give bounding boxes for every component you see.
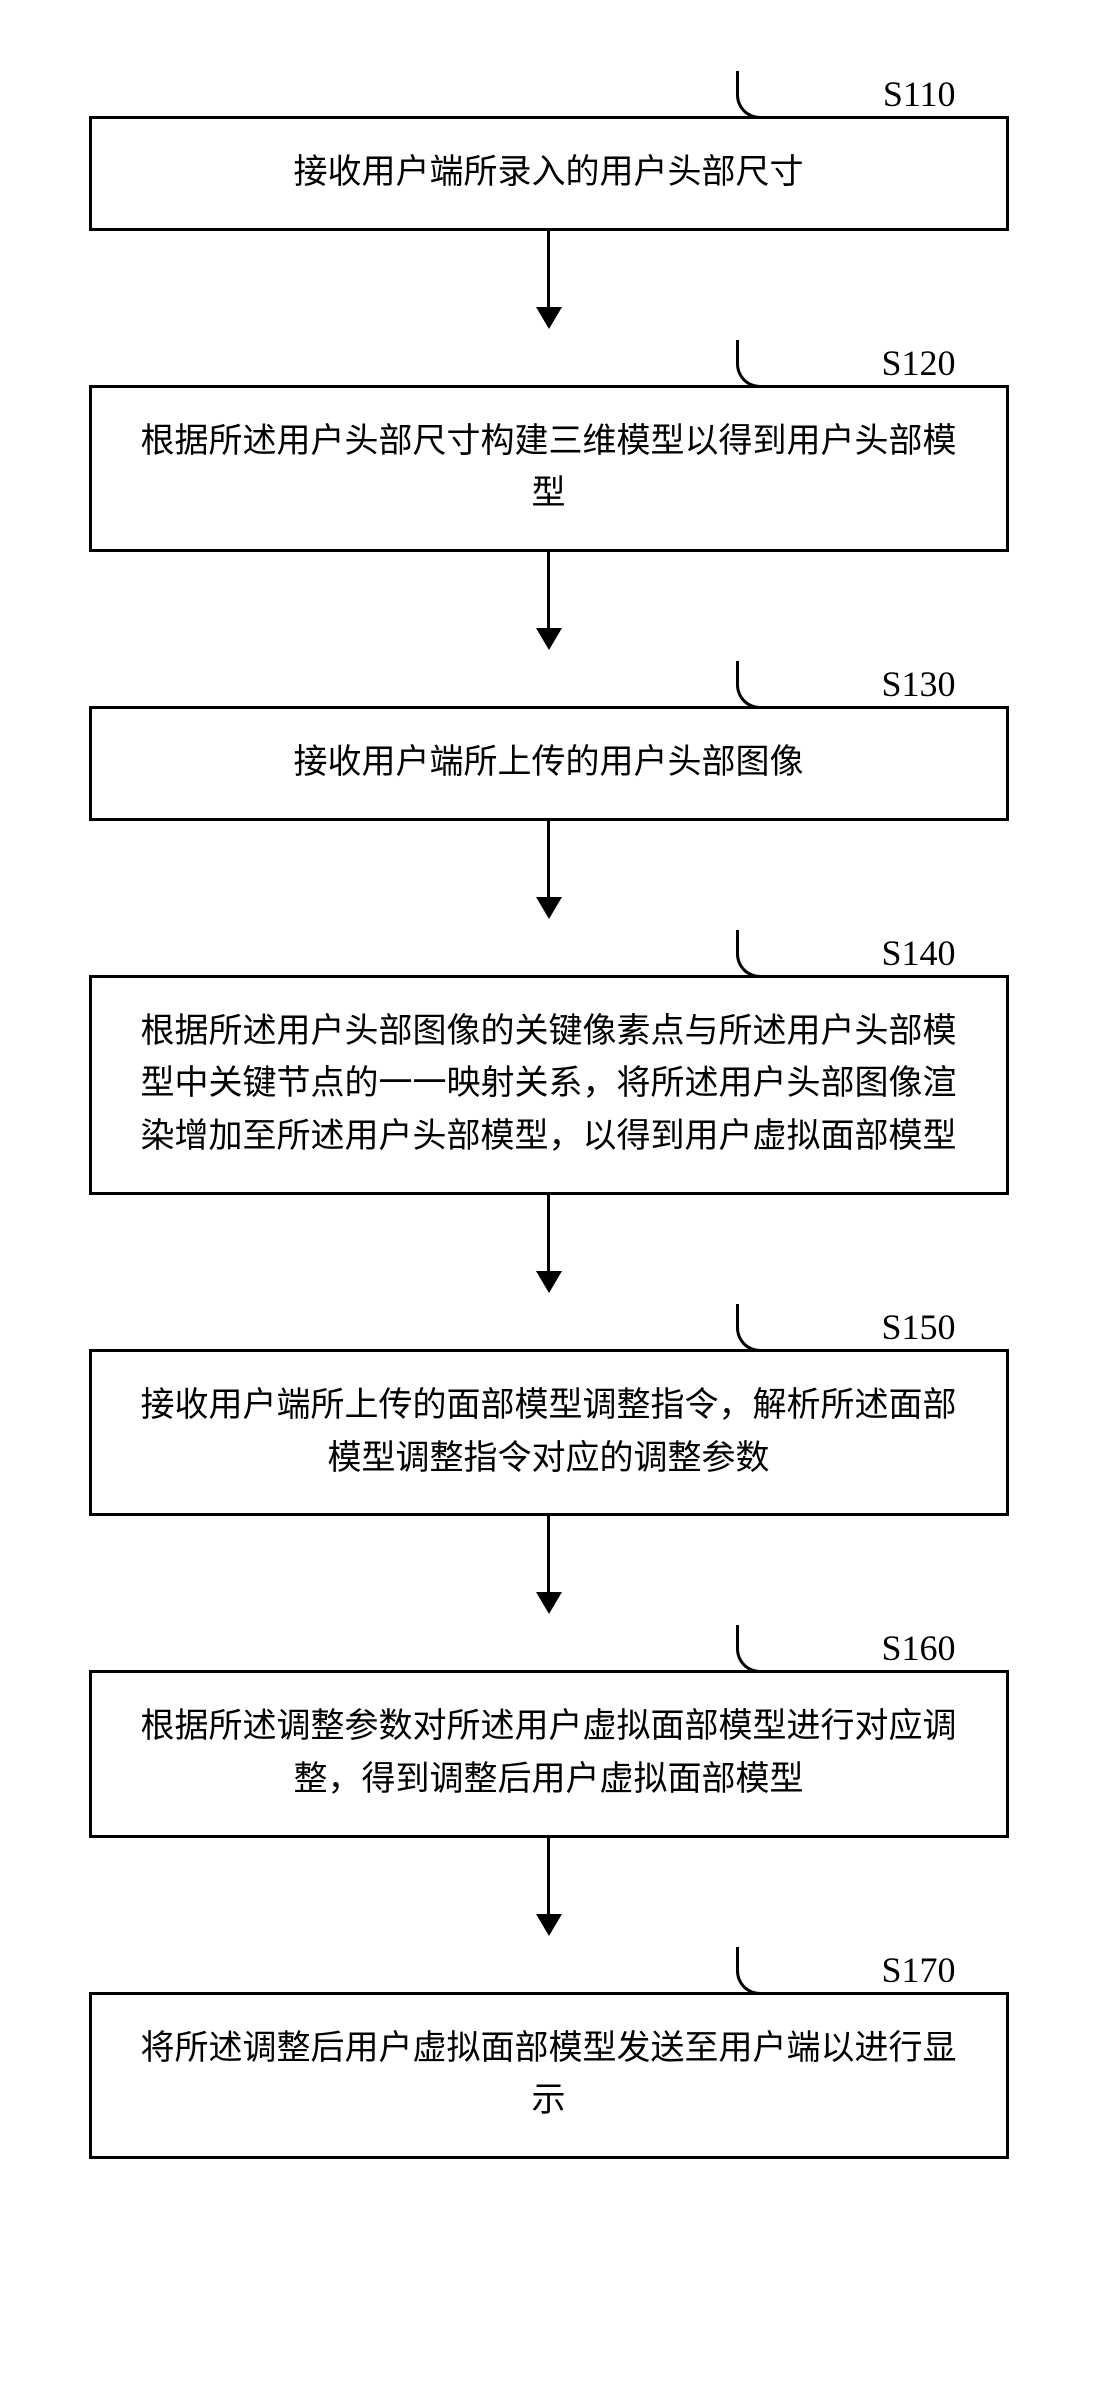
arrow-s140-s150 (536, 1195, 562, 1293)
step-wrapper-s160: S160 根据所述调整参数对所述用户虚拟面部模型进行对应调整，得到调整后用户虚拟… (40, 1614, 1057, 1837)
step-text-s170: 将所述调整后用户虚拟面部模型发送至用户端以进行显示 (141, 2030, 957, 2120)
step-text-s140: 根据所述用户头部图像的关键像素点与所述用户头部模型中关键节点的一一映射关系，将所… (141, 1013, 957, 1155)
arrow-s130-s140 (536, 821, 562, 919)
step-text-s110: 接收用户端所录入的用户头部尺寸 (294, 154, 804, 191)
step-wrapper-s140: S140 根据所述用户头部图像的关键像素点与所述用户头部模型中关键节点的一一映射… (40, 919, 1057, 1195)
step-wrapper-s170: S170 将所述调整后用户虚拟面部模型发送至用户端以进行显示 (40, 1936, 1057, 2159)
step-wrapper-s130: S130 接收用户端所上传的用户头部图像 (40, 650, 1057, 821)
step-box-s170: S170 将所述调整后用户虚拟面部模型发送至用户端以进行显示 (89, 1992, 1009, 2159)
connector-line (736, 71, 826, 119)
step-label-s110: S110 (883, 67, 956, 123)
step-box-s130: S130 接收用户端所上传的用户头部图像 (89, 706, 1009, 821)
connector-line (736, 1625, 826, 1673)
step-wrapper-s120: S120 根据所述用户头部尺寸构建三维模型以得到用户头部模型 (40, 329, 1057, 552)
step-label-s150: S150 (881, 1300, 955, 1356)
step-text-s120: 根据所述用户头部尺寸构建三维模型以得到用户头部模型 (141, 423, 957, 513)
step-label-s160: S160 (881, 1621, 955, 1677)
connector-line (736, 340, 826, 388)
arrow-s160-s170 (536, 1838, 562, 1936)
connector-line (736, 1304, 826, 1352)
step-text-s160: 根据所述调整参数对所述用户虚拟面部模型进行对应调整，得到调整后用户虚拟面部模型 (141, 1708, 957, 1798)
step-wrapper-s110: S110 接收用户端所录入的用户头部尺寸 (40, 60, 1057, 231)
step-label-s140: S140 (881, 926, 955, 982)
step-label-s130: S130 (881, 657, 955, 713)
step-box-s150: S150 接收用户端所上传的面部模型调整指令，解析所述面部模型调整指令对应的调整… (89, 1349, 1009, 1516)
flowchart-container: S110 接收用户端所录入的用户头部尺寸 S120 根据所述用户头部尺寸构建三维… (40, 60, 1057, 2159)
connector-line (736, 661, 826, 709)
step-box-s120: S120 根据所述用户头部尺寸构建三维模型以得到用户头部模型 (89, 385, 1009, 552)
step-text-s130: 接收用户端所上传的用户头部图像 (294, 744, 804, 781)
connector-line (736, 930, 826, 978)
step-wrapper-s150: S150 接收用户端所上传的面部模型调整指令，解析所述面部模型调整指令对应的调整… (40, 1293, 1057, 1516)
arrow-s150-s160 (536, 1516, 562, 1614)
arrow-s120-s130 (536, 552, 562, 650)
arrow-s110-s120 (536, 231, 562, 329)
step-label-s120: S120 (881, 336, 955, 392)
step-text-s150: 接收用户端所上传的面部模型调整指令，解析所述面部模型调整指令对应的调整参数 (141, 1387, 957, 1477)
step-box-s140: S140 根据所述用户头部图像的关键像素点与所述用户头部模型中关键节点的一一映射… (89, 975, 1009, 1195)
step-box-s160: S160 根据所述调整参数对所述用户虚拟面部模型进行对应调整，得到调整后用户虚拟… (89, 1670, 1009, 1837)
step-label-s170: S170 (881, 1943, 955, 1999)
connector-line (736, 1947, 826, 1995)
step-box-s110: S110 接收用户端所录入的用户头部尺寸 (89, 116, 1009, 231)
